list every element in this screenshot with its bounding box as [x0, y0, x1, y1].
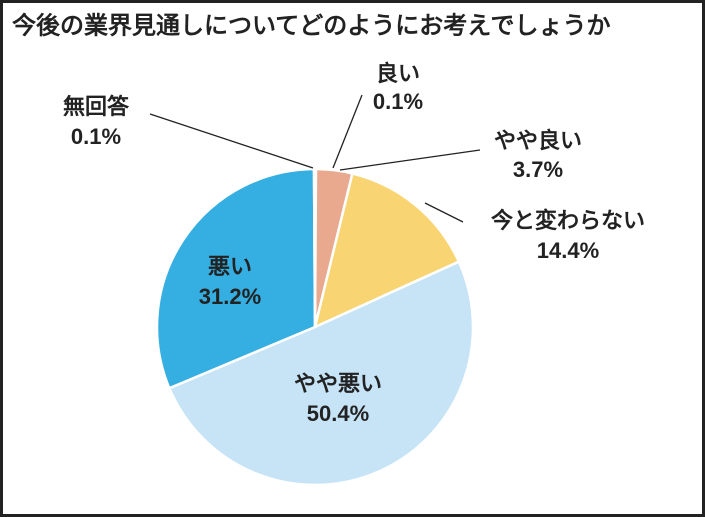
leader-line — [149, 113, 314, 169]
slice-label: 良い — [376, 61, 420, 86]
pie-slice — [167, 260, 475, 487]
slice-value-label: 0.1% — [71, 124, 121, 149]
pie-slice — [313, 171, 461, 330]
pie-slice — [312, 167, 317, 328]
slice-label: 今と変わらない — [491, 208, 645, 233]
slice-value-label: 3.7% — [513, 157, 563, 182]
chart-title: 今後の業界見通しについてどのようにお考えでしょうか — [12, 11, 611, 39]
slice-label: やや悪い — [294, 371, 382, 396]
slice-label: やや良い — [494, 128, 582, 153]
leader-line — [339, 149, 481, 171]
slice-value-label: 50.4% — [307, 401, 369, 426]
leader-line — [424, 202, 464, 223]
slice-value-label: 14.4% — [537, 238, 599, 263]
slice-value-label: 31.2% — [199, 284, 261, 309]
slice-label: 無回答 — [63, 94, 130, 119]
leader-line — [332, 94, 363, 169]
slice-label: 悪い — [208, 254, 252, 279]
slice-value-label: 0.1% — [373, 89, 423, 114]
pie-slice — [155, 167, 317, 390]
